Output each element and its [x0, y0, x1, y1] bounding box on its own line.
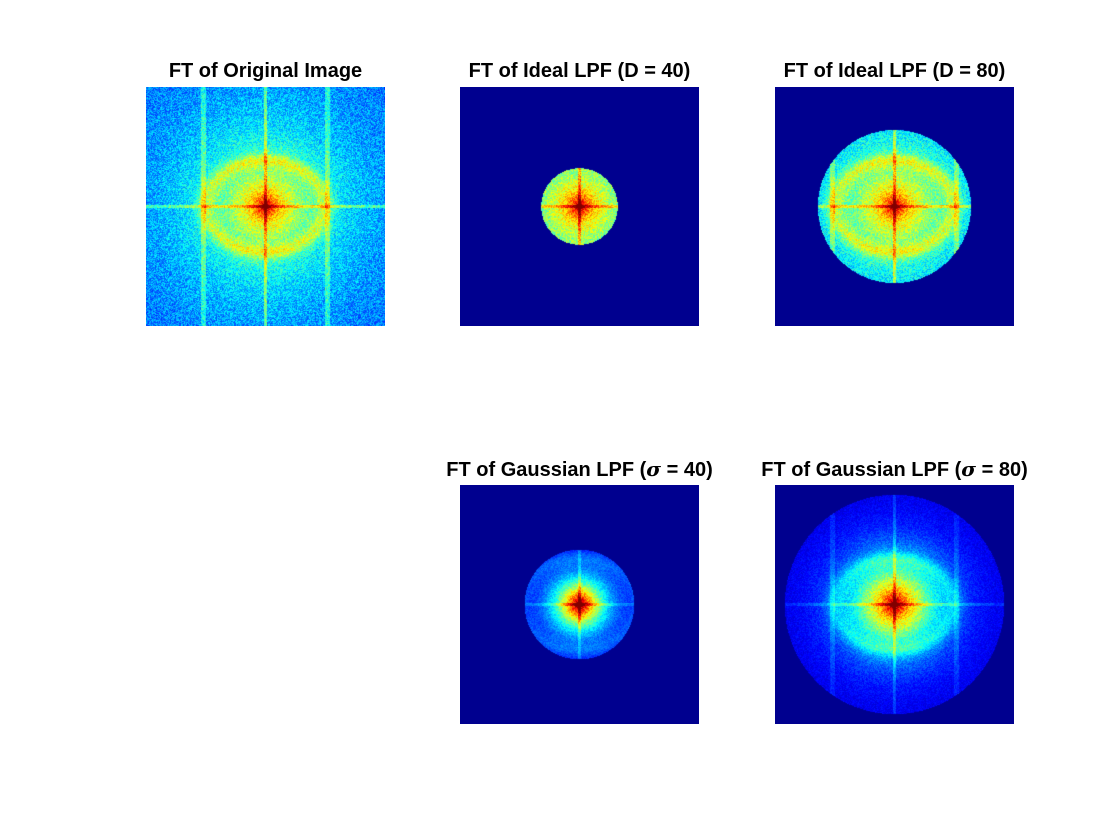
spectrum-image-ideal-40: [460, 87, 699, 326]
panel-ft-gaussian-80: FT of Gaussian LPF (σ = 80): [761, 457, 1028, 724]
panel-ft-original: FT of Original Image: [146, 60, 385, 326]
panel-ft-gaussian-40: FT of Gaussian LPF (σ = 40): [446, 457, 713, 724]
panel-title: FT of Gaussian LPF (σ = 40): [400, 457, 759, 482]
title-suffix: = 40): [661, 459, 713, 481]
title-prefix: FT of Gaussian LPF (: [446, 459, 647, 481]
panel-ft-ideal-40: FT of Ideal LPF (D = 40): [460, 60, 699, 326]
title-suffix: = 80): [976, 459, 1028, 481]
panel-title: FT of Original Image: [168, 60, 363, 82]
spectrum-image-gaussian-40: [460, 485, 699, 724]
panel-title: FT of Ideal LPF (D = 80): [783, 60, 1006, 82]
spectrum-image-gaussian-80: [775, 485, 1014, 724]
spectrum-image-original: [146, 87, 385, 326]
sigma-symbol: σ: [646, 457, 662, 481]
title-prefix: FT of Gaussian LPF (: [761, 459, 962, 481]
spectrum-image-ideal-80: [775, 87, 1014, 326]
panel-title: FT of Gaussian LPF (σ = 80): [715, 457, 1074, 482]
sigma-symbol: σ: [961, 457, 977, 481]
panel-title: FT of Ideal LPF (D = 40): [468, 60, 691, 82]
panel-ft-ideal-80: FT of Ideal LPF (D = 80): [775, 60, 1014, 326]
